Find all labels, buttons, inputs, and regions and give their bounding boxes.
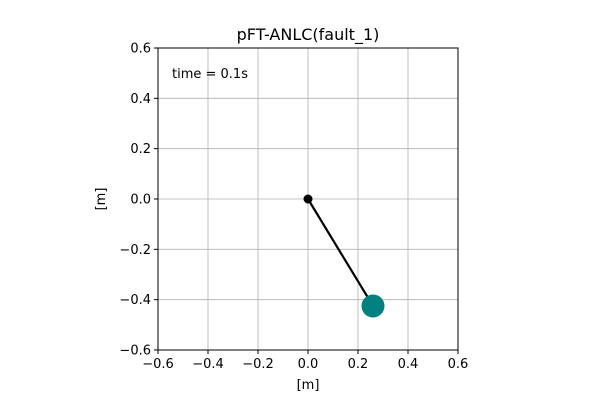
x-tick-label: 0.0 [298,357,319,372]
y-axis-ticks: −0.6 −0.4 −0.2 0.0 0.2 0.4 0.6 [119,42,158,359]
y-tick-label: 0.0 [130,193,151,208]
y-tick-label: −0.2 [119,243,151,258]
pendulum-rod [307,198,374,307]
y-axis-label: [m] [94,188,109,211]
pendulum-pivot [303,194,313,204]
time-annotation: time = 0.1s [172,67,248,82]
x-tick-label: 0.4 [398,357,419,372]
pendulum-bob [361,294,385,318]
x-axis-label: [m] [297,378,320,393]
chart-title: pFT-ANLC(fault_1) [237,25,380,45]
x-tick-label: 0.2 [348,357,369,372]
y-tick-label: 0.2 [130,142,151,157]
y-tick-label: 0.6 [130,42,151,57]
y-tick-label: −0.4 [119,293,151,308]
x-tick-label: 0.6 [448,357,469,372]
x-tick-label: −0.6 [142,357,174,372]
x-axis-ticks: −0.6 −0.4 −0.2 0.0 0.2 0.4 0.6 [142,350,468,372]
y-tick-label: −0.6 [119,344,151,359]
x-tick-label: −0.2 [242,357,274,372]
pendulum-marks [303,194,385,318]
x-tick-label: −0.4 [192,357,224,372]
y-tick-label: 0.4 [130,92,151,107]
